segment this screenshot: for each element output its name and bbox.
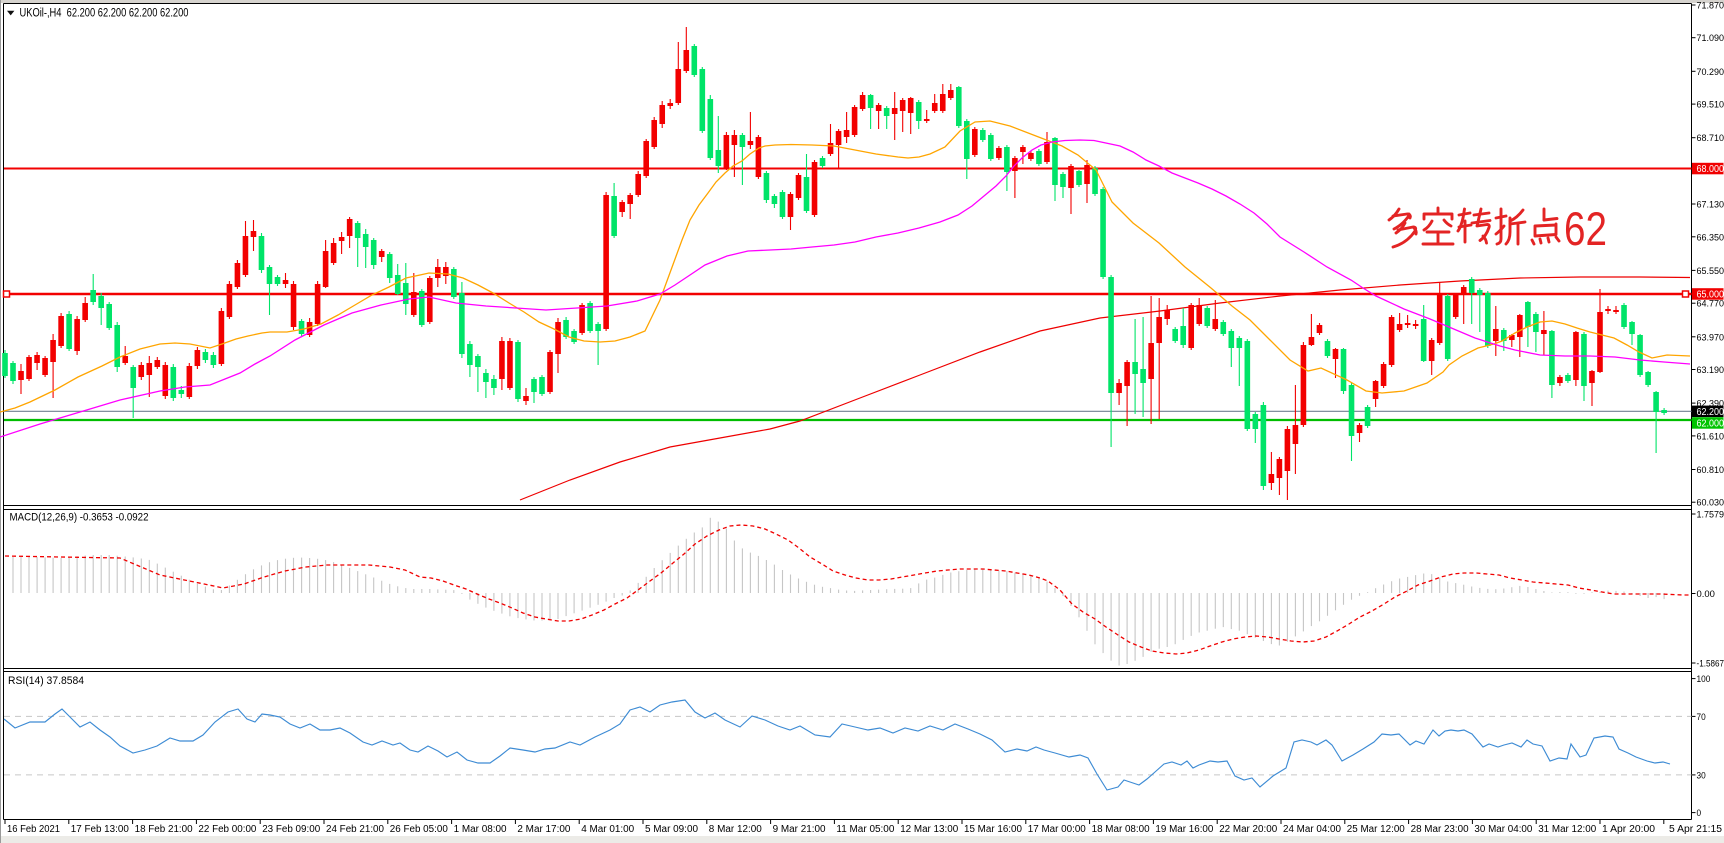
svg-text:8 Mar 12:00: 8 Mar 12:00 [709,824,762,835]
svg-text:4 Mar 01:00: 4 Mar 01:00 [581,824,634,835]
svg-text:65.000: 65.000 [1697,290,1724,301]
svg-text:60.030: 60.030 [1697,498,1724,509]
svg-text:RSI(14) 37.8584: RSI(14) 37.8584 [8,675,84,687]
svg-text:UKOil-,H4 62.200 62.200 62.20: UKOil-,H4 62.200 62.200 62.200 62.200 [20,8,189,20]
svg-text:18 Mar 08:00: 18 Mar 08:00 [1092,824,1150,835]
svg-text:22 Feb 00:00: 22 Feb 00:00 [198,824,256,835]
svg-text:23 Feb 09:00: 23 Feb 09:00 [262,824,320,835]
svg-text:MACD(12,26,9) -0.3653 -0.0922: MACD(12,26,9) -0.3653 -0.0922 [10,512,149,524]
svg-text:62: 62 [1564,202,1607,255]
svg-text:18 Feb 21:00: 18 Feb 21:00 [135,824,193,835]
svg-text:25 Mar 12:00: 25 Mar 12:00 [1347,824,1405,835]
svg-text:71.870: 71.870 [1697,1,1724,12]
svg-text:26 Feb 05:00: 26 Feb 05:00 [390,824,448,835]
svg-text:60.810: 60.810 [1697,465,1724,476]
svg-text:30 Mar 04:00: 30 Mar 04:00 [1474,824,1532,835]
svg-text:5 Apr 21:15: 5 Apr 21:15 [1669,824,1722,835]
svg-text:70: 70 [1697,712,1706,723]
svg-text:68.710: 68.710 [1697,133,1724,144]
svg-text:1 Apr 20:00: 1 Apr 20:00 [1602,824,1655,835]
svg-text:24 Feb 21:00: 24 Feb 21:00 [326,824,384,835]
svg-text:11 Mar 05:00: 11 Mar 05:00 [836,824,894,835]
svg-text:0: 0 [1697,808,1702,819]
svg-text:67.130: 67.130 [1697,200,1724,211]
svg-text:68.000: 68.000 [1697,164,1724,175]
svg-text:63.190: 63.190 [1697,365,1724,376]
svg-text:0.00: 0.00 [1697,589,1715,600]
svg-text:65.550: 65.550 [1697,266,1724,277]
svg-text:28 Mar 23:00: 28 Mar 23:00 [1411,824,1469,835]
svg-text:15 Mar 16:00: 15 Mar 16:00 [964,824,1022,835]
svg-text:12 Mar 13:00: 12 Mar 13:00 [900,824,958,835]
svg-text:31 Mar 12:00: 31 Mar 12:00 [1538,824,1596,835]
svg-text:62.000: 62.000 [1697,419,1724,430]
svg-text:22 Mar 20:00: 22 Mar 20:00 [1219,824,1277,835]
svg-text:16 Feb 2021: 16 Feb 2021 [7,824,60,835]
svg-text:62.390: 62.390 [1697,399,1724,410]
svg-text:2 Mar 17:00: 2 Mar 17:00 [517,824,570,835]
svg-text:63.970: 63.970 [1697,332,1724,343]
svg-text:1.7579: 1.7579 [1697,510,1724,521]
svg-text:9 Mar 21:00: 9 Mar 21:00 [773,824,826,835]
svg-text:66.350: 66.350 [1697,232,1724,243]
svg-text:70.290: 70.290 [1697,67,1724,78]
svg-text:17 Mar 00:00: 17 Mar 00:00 [1028,824,1086,835]
svg-text:5 Mar 09:00: 5 Mar 09:00 [645,824,698,835]
svg-text:71.090: 71.090 [1697,33,1724,44]
svg-text:100: 100 [1697,674,1711,685]
svg-text:69.510: 69.510 [1697,100,1724,111]
svg-text:-1.5867: -1.5867 [1697,659,1724,670]
svg-text:30: 30 [1697,770,1706,781]
svg-text:19 Mar 16:00: 19 Mar 16:00 [1155,824,1213,835]
svg-text:61.610: 61.610 [1697,431,1724,442]
svg-text:17 Feb 13:00: 17 Feb 13:00 [71,824,129,835]
svg-text:62.200: 62.200 [1697,407,1724,418]
svg-text:1 Mar 08:00: 1 Mar 08:00 [454,824,507,835]
svg-text:64.770: 64.770 [1697,299,1724,310]
svg-text:24 Mar 04:00: 24 Mar 04:00 [1283,824,1341,835]
